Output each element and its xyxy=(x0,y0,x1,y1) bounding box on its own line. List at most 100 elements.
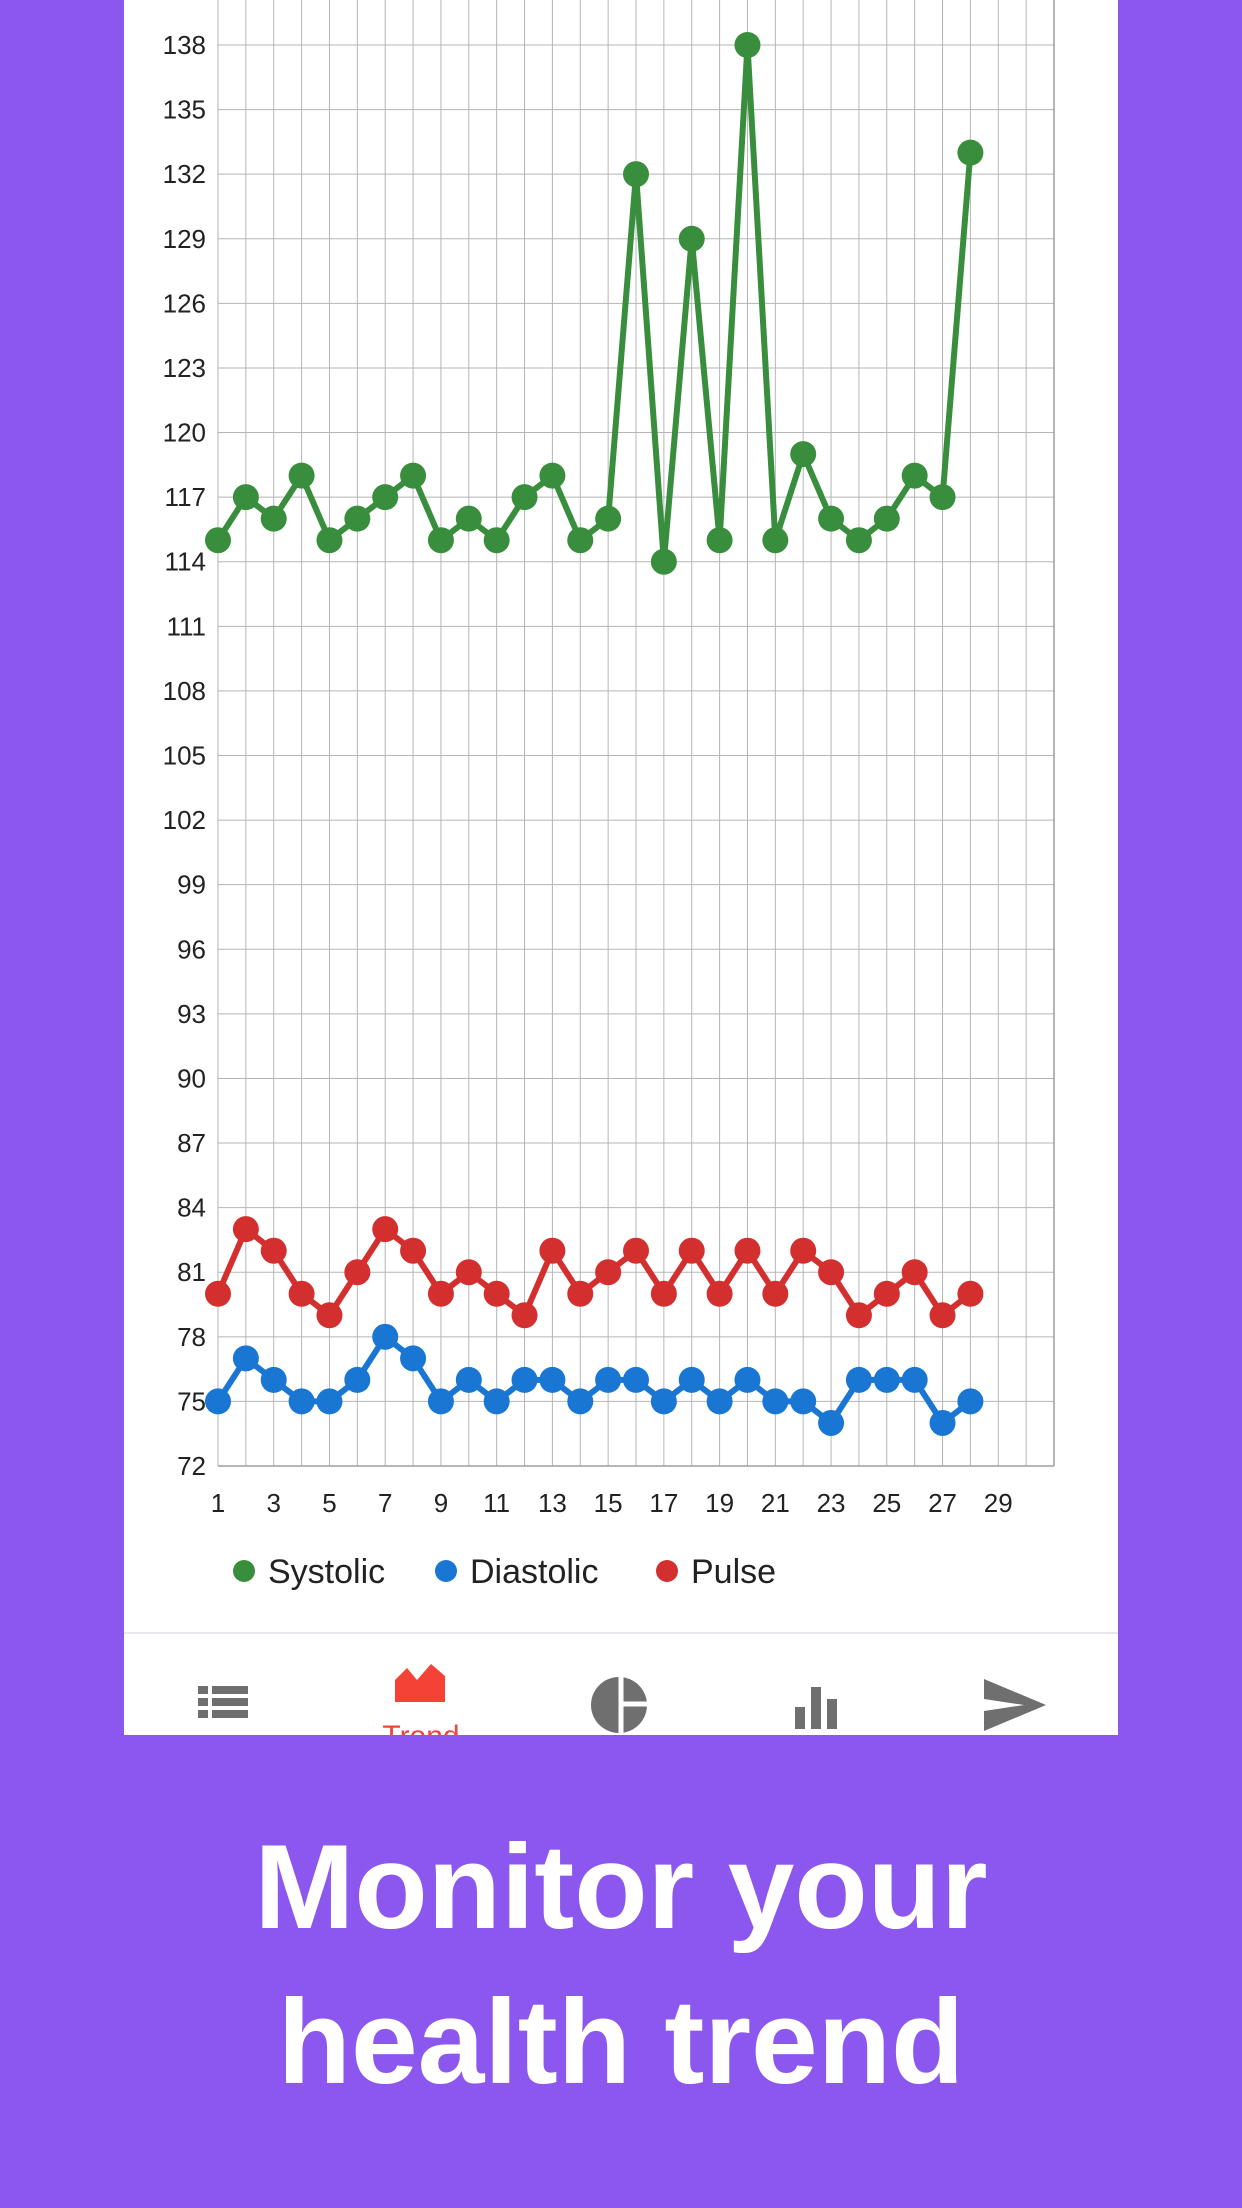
pulse-data-point[interactable] xyxy=(818,1259,845,1286)
diastolic-data-point[interactable] xyxy=(511,1366,538,1393)
diastolic-data-point[interactable] xyxy=(232,1345,259,1372)
pulse-data-point[interactable] xyxy=(372,1216,399,1243)
nav-item-trend[interactable]: Trend xyxy=(322,1634,520,1735)
systolic-data-point[interactable] xyxy=(706,527,733,554)
pulse-data-point[interactable] xyxy=(427,1280,454,1307)
diastolic-data-point[interactable] xyxy=(400,1345,427,1372)
systolic-data-point[interactable] xyxy=(734,32,761,58)
diastolic-data-point[interactable] xyxy=(344,1366,371,1393)
systolic-data-point[interactable] xyxy=(818,505,845,532)
pulse-data-point[interactable] xyxy=(567,1280,594,1307)
diastolic-data-point[interactable] xyxy=(539,1366,566,1393)
systolic-data-point[interactable] xyxy=(511,484,538,511)
y-tick-label: 75 xyxy=(177,1386,206,1416)
diastolic-data-point[interactable] xyxy=(929,1409,956,1436)
diastolic-legend-label: Diastolic xyxy=(470,1553,598,1591)
systolic-data-point[interactable] xyxy=(567,527,594,554)
nav-item-send[interactable] xyxy=(916,1634,1114,1735)
diastolic-data-point[interactable] xyxy=(260,1366,287,1393)
diastolic-data-point[interactable] xyxy=(873,1366,900,1393)
pulse-data-point[interactable] xyxy=(483,1280,510,1307)
diastolic-data-point[interactable] xyxy=(455,1366,482,1393)
systolic-legend-label: Systolic xyxy=(268,1553,385,1591)
pulse-data-point[interactable] xyxy=(623,1237,649,1264)
nav-item-bar[interactable] xyxy=(718,1634,916,1735)
systolic-data-point[interactable] xyxy=(372,484,399,511)
systolic-data-point[interactable] xyxy=(929,484,956,511)
systolic-data-point[interactable] xyxy=(539,462,566,489)
systolic-legend-marker xyxy=(233,1560,255,1582)
diastolic-data-point[interactable] xyxy=(567,1388,594,1415)
pulse-data-point[interactable] xyxy=(901,1259,928,1286)
pulse-data-point[interactable] xyxy=(205,1280,231,1307)
systolic-data-point[interactable] xyxy=(344,505,371,532)
pulse-data-point[interactable] xyxy=(873,1280,900,1307)
diastolic-data-point[interactable] xyxy=(818,1409,845,1436)
systolic-data-point[interactable] xyxy=(455,505,482,532)
systolic-data-point[interactable] xyxy=(678,225,705,252)
diastolic-data-point[interactable] xyxy=(595,1366,622,1393)
systolic-data-point[interactable] xyxy=(623,161,649,188)
pulse-data-point[interactable] xyxy=(455,1259,482,1286)
pulse-data-point[interactable] xyxy=(511,1302,538,1329)
diastolic-data-point[interactable] xyxy=(288,1388,315,1415)
systolic-data-point[interactable] xyxy=(400,462,427,489)
pulse-data-point[interactable] xyxy=(260,1237,287,1264)
diastolic-data-point[interactable] xyxy=(205,1388,231,1415)
pulse-data-point[interactable] xyxy=(595,1259,622,1286)
diastolic-data-point[interactable] xyxy=(957,1388,984,1415)
systolic-data-point[interactable] xyxy=(873,505,900,532)
systolic-data-point[interactable] xyxy=(232,484,259,511)
x-tick-label: 25 xyxy=(872,1488,901,1518)
systolic-data-point[interactable] xyxy=(260,505,287,532)
diastolic-data-point[interactable] xyxy=(901,1366,928,1393)
diastolic-data-point[interactable] xyxy=(734,1366,761,1393)
y-tick-label: 126 xyxy=(163,288,206,318)
diastolic-data-point[interactable] xyxy=(316,1388,343,1415)
diastolic-data-point[interactable] xyxy=(706,1388,733,1415)
systolic-data-point[interactable] xyxy=(427,527,454,554)
pulse-data-point[interactable] xyxy=(232,1216,259,1243)
systolic-data-point[interactable] xyxy=(316,527,343,554)
y-tick-label: 123 xyxy=(163,353,206,383)
diastolic-data-point[interactable] xyxy=(678,1366,705,1393)
pulse-data-point[interactable] xyxy=(734,1237,761,1264)
systolic-data-point[interactable] xyxy=(901,462,928,489)
diastolic-data-point[interactable] xyxy=(372,1323,399,1350)
pulse-data-point[interactable] xyxy=(762,1280,789,1307)
pulse-data-point[interactable] xyxy=(929,1302,956,1329)
systolic-data-point[interactable] xyxy=(957,139,984,166)
pulse-data-point[interactable] xyxy=(344,1259,371,1286)
systolic-data-point[interactable] xyxy=(205,527,231,554)
systolic-data-point[interactable] xyxy=(762,527,789,554)
systolic-data-point[interactable] xyxy=(288,462,315,489)
y-tick-label: 96 xyxy=(177,934,206,964)
pulse-data-point[interactable] xyxy=(539,1237,566,1264)
y-tick-label: 81 xyxy=(177,1257,206,1287)
systolic-data-point[interactable] xyxy=(483,527,510,554)
systolic-data-point[interactable] xyxy=(595,505,622,532)
systolic-data-point[interactable] xyxy=(790,441,817,468)
pulse-data-point[interactable] xyxy=(678,1237,705,1264)
systolic-data-point[interactable] xyxy=(845,527,872,554)
nav-item-pie[interactable] xyxy=(520,1634,718,1735)
systolic-data-point[interactable] xyxy=(650,548,677,575)
pulse-data-point[interactable] xyxy=(957,1280,984,1307)
diastolic-data-point[interactable] xyxy=(845,1366,872,1393)
diastolic-data-point[interactable] xyxy=(650,1388,677,1415)
diastolic-data-point[interactable] xyxy=(483,1388,510,1415)
pulse-data-point[interactable] xyxy=(650,1280,677,1307)
diastolic-data-point[interactable] xyxy=(762,1388,789,1415)
nav-item-list[interactable] xyxy=(124,1634,322,1735)
pulse-data-point[interactable] xyxy=(288,1280,315,1307)
diastolic-data-point[interactable] xyxy=(427,1388,454,1415)
y-tick-label: 93 xyxy=(177,999,206,1029)
diastolic-data-point[interactable] xyxy=(623,1366,649,1393)
diastolic-data-point[interactable] xyxy=(790,1388,817,1415)
pie-chart-icon xyxy=(520,1676,718,1734)
pulse-data-point[interactable] xyxy=(845,1302,872,1329)
pulse-data-point[interactable] xyxy=(790,1237,817,1264)
pulse-data-point[interactable] xyxy=(400,1237,427,1264)
pulse-data-point[interactable] xyxy=(706,1280,733,1307)
pulse-data-point[interactable] xyxy=(316,1302,343,1329)
